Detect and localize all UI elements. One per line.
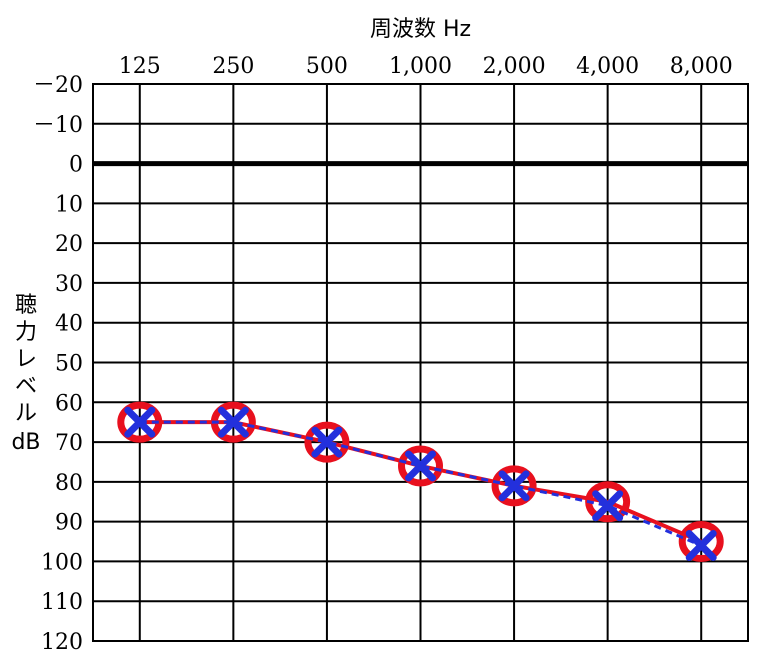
y-tick-label: －10 bbox=[33, 113, 83, 138]
series-cross bbox=[124, 406, 717, 562]
y-tick-label: －20 bbox=[33, 73, 83, 98]
x-tick-label: 8,000 bbox=[670, 54, 733, 79]
data-point-cross bbox=[217, 406, 249, 438]
y-axis-title-char: ル bbox=[15, 401, 37, 426]
y-axis-title-unit: dB bbox=[11, 430, 40, 455]
data-point-cross bbox=[311, 426, 343, 458]
y-tick-label: 60 bbox=[55, 391, 83, 416]
y-axis-title-char: レ bbox=[15, 347, 37, 372]
y-tick-label: 90 bbox=[55, 511, 83, 536]
y-axis-title-char: ベ bbox=[15, 374, 37, 399]
y-tick-label: 70 bbox=[55, 431, 83, 456]
x-tick-label: 125 bbox=[119, 54, 161, 79]
y-tick-label: 30 bbox=[55, 272, 83, 297]
y-axis-title-char: 聴 bbox=[15, 293, 37, 318]
data-point-cross bbox=[498, 470, 530, 502]
x-tick-label: 4,000 bbox=[576, 54, 639, 79]
data-point-circle bbox=[304, 421, 350, 463]
x-tick-label: 2,000 bbox=[483, 54, 546, 79]
data-point-cross bbox=[685, 530, 717, 562]
x-axis-title: 周波数 Hz bbox=[370, 17, 471, 42]
data-point-circle bbox=[678, 521, 724, 563]
x-tick-label: 250 bbox=[212, 54, 254, 79]
data-point-circle bbox=[491, 465, 537, 507]
y-tick-label: 20 bbox=[55, 232, 83, 257]
y-tick-label: 50 bbox=[55, 352, 83, 377]
data-point-cross bbox=[405, 450, 436, 482]
grid bbox=[92, 83, 749, 642]
y-tick-label: 40 bbox=[55, 312, 83, 337]
x-tick-labels: 125 250 500 1,000 2,000 4,000 8,000 bbox=[119, 54, 733, 79]
y-tick-labels: －20 －10 0 10 20 30 40 50 60 70 80 90 100 110 120 bbox=[33, 73, 83, 655]
data-point-cross bbox=[592, 490, 624, 522]
y-tick-label: 110 bbox=[41, 590, 83, 615]
y-tick-label: 80 bbox=[55, 471, 83, 496]
x-tick-label: 1,000 bbox=[389, 54, 452, 79]
data-point-circle bbox=[398, 445, 443, 487]
series bbox=[117, 401, 724, 563]
y-tick-label: 100 bbox=[41, 550, 83, 575]
y-tick-label: 10 bbox=[55, 192, 83, 217]
y-tick-label: 0 bbox=[69, 153, 83, 178]
x-tick-label: 500 bbox=[306, 54, 348, 79]
y-axis-title-char: 力 bbox=[15, 320, 37, 345]
data-point-cross bbox=[124, 406, 156, 438]
y-tick-label: 120 bbox=[41, 630, 83, 655]
